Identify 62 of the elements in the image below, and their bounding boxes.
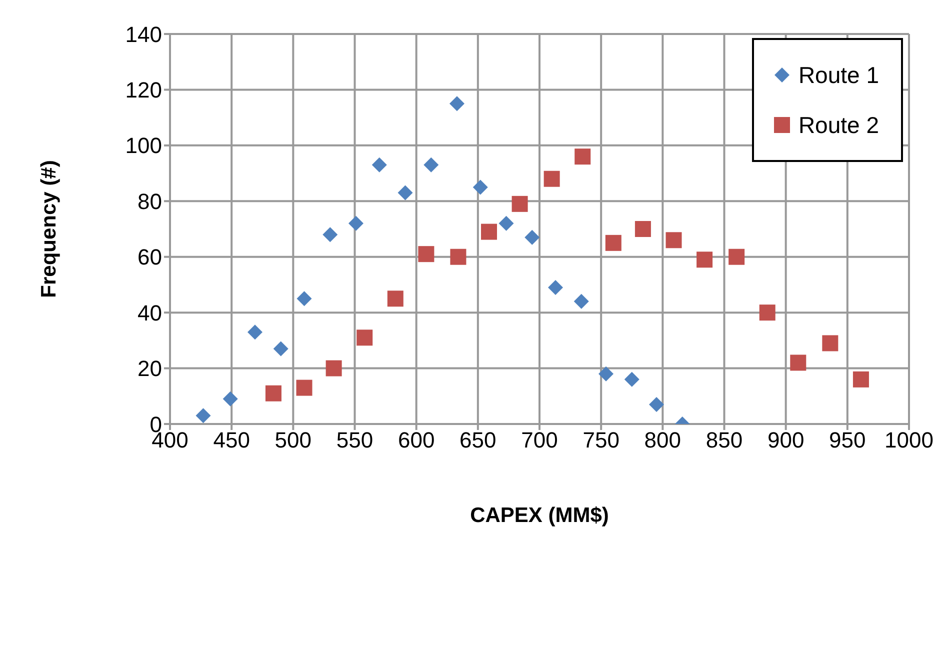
point bbox=[852, 371, 869, 388]
x-tick-label: 700 bbox=[521, 428, 558, 453]
y-tick-label: 20 bbox=[138, 356, 162, 382]
x-tick-label: 850 bbox=[706, 428, 743, 453]
y-tick-label: 100 bbox=[125, 133, 162, 158]
x-tick-label: 750 bbox=[582, 428, 620, 453]
y-axis-title: Frequency (#) bbox=[37, 160, 60, 298]
point bbox=[326, 360, 342, 376]
x-tick-label: 650 bbox=[460, 428, 496, 453]
point bbox=[296, 291, 312, 306]
point bbox=[548, 280, 564, 295]
point bbox=[696, 252, 713, 268]
point bbox=[728, 248, 745, 265]
point bbox=[449, 96, 464, 112]
point bbox=[398, 185, 413, 200]
x-tick-label: 1000 bbox=[884, 428, 934, 453]
x-tick-label: 450 bbox=[213, 428, 250, 453]
x-tick-label: 800 bbox=[644, 428, 682, 453]
x-tick-label: 600 bbox=[398, 428, 435, 453]
point bbox=[481, 224, 497, 240]
point bbox=[273, 341, 288, 356]
point bbox=[196, 408, 211, 424]
point bbox=[472, 180, 488, 195]
point bbox=[649, 397, 664, 412]
point bbox=[512, 196, 528, 212]
point bbox=[790, 354, 806, 371]
point bbox=[524, 230, 540, 245]
point bbox=[424, 157, 439, 172]
y-tick-label: 40 bbox=[138, 300, 162, 326]
point bbox=[265, 385, 282, 402]
point bbox=[634, 221, 651, 237]
point bbox=[624, 372, 640, 387]
x-tick-label: 950 bbox=[829, 428, 866, 453]
point bbox=[296, 380, 312, 396]
point bbox=[822, 335, 838, 352]
x-tick-label: 500 bbox=[274, 428, 312, 453]
y-tick-label: 80 bbox=[138, 188, 162, 214]
point bbox=[418, 246, 434, 262]
point bbox=[605, 234, 622, 251]
x-tick-label: 900 bbox=[767, 428, 804, 453]
point bbox=[222, 391, 238, 406]
x-tick-label: 550 bbox=[336, 428, 374, 453]
y-tick-label: 140 bbox=[125, 22, 162, 47]
point bbox=[348, 216, 364, 231]
y-tick-label: 120 bbox=[125, 78, 162, 103]
point bbox=[598, 366, 614, 382]
point bbox=[322, 227, 338, 242]
point bbox=[544, 170, 560, 187]
point bbox=[247, 324, 262, 340]
point bbox=[574, 148, 591, 165]
point bbox=[372, 157, 387, 172]
point bbox=[666, 232, 682, 248]
point bbox=[387, 290, 404, 307]
point bbox=[574, 294, 589, 309]
point bbox=[759, 304, 776, 321]
point bbox=[356, 330, 373, 346]
y-tick-label: 60 bbox=[138, 244, 162, 270]
point bbox=[450, 248, 466, 265]
point bbox=[498, 216, 514, 231]
legend-label: Route 2 bbox=[798, 111, 879, 140]
legend-label: Route 1 bbox=[798, 61, 879, 90]
x-axis-title: CAPEX (MM$) bbox=[470, 504, 609, 527]
